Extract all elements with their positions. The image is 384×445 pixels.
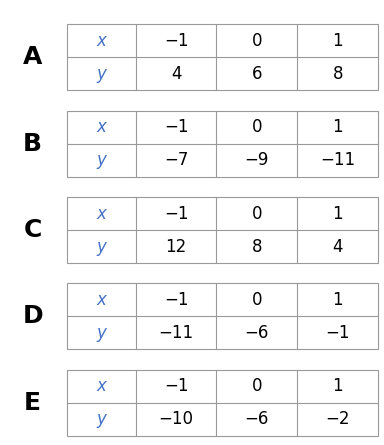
Text: y: y bbox=[96, 238, 106, 255]
Text: −9: −9 bbox=[245, 151, 269, 169]
Text: 0: 0 bbox=[252, 377, 262, 395]
Text: 4: 4 bbox=[171, 65, 181, 83]
Text: −6: −6 bbox=[245, 324, 269, 342]
Text: 0: 0 bbox=[252, 291, 262, 309]
Text: 1: 1 bbox=[333, 205, 343, 222]
Text: x: x bbox=[96, 377, 106, 395]
Bar bbox=[67, 197, 378, 263]
Text: −1: −1 bbox=[164, 377, 188, 395]
Text: −10: −10 bbox=[159, 410, 194, 428]
Text: y: y bbox=[96, 151, 106, 169]
Bar bbox=[67, 283, 378, 349]
Text: −6: −6 bbox=[245, 410, 269, 428]
Text: −2: −2 bbox=[326, 410, 350, 428]
Text: 1: 1 bbox=[333, 118, 343, 136]
Text: x: x bbox=[96, 118, 106, 136]
Text: y: y bbox=[96, 65, 106, 83]
Text: D: D bbox=[22, 304, 43, 328]
Text: 6: 6 bbox=[252, 65, 262, 83]
Text: −1: −1 bbox=[164, 32, 188, 50]
Text: y: y bbox=[96, 324, 106, 342]
Text: 1: 1 bbox=[333, 291, 343, 309]
Text: 12: 12 bbox=[166, 238, 187, 255]
Bar bbox=[67, 24, 378, 90]
Text: −1: −1 bbox=[164, 291, 188, 309]
Bar bbox=[67, 111, 378, 177]
Text: C: C bbox=[23, 218, 42, 242]
Text: 1: 1 bbox=[333, 32, 343, 50]
Text: y: y bbox=[96, 410, 106, 428]
Text: 4: 4 bbox=[333, 238, 343, 255]
Bar bbox=[67, 370, 378, 436]
Text: 0: 0 bbox=[252, 32, 262, 50]
Text: 8: 8 bbox=[252, 238, 262, 255]
Text: 8: 8 bbox=[333, 65, 343, 83]
Text: A: A bbox=[23, 45, 42, 69]
Text: −1: −1 bbox=[164, 205, 188, 222]
Text: −1: −1 bbox=[326, 324, 350, 342]
Text: x: x bbox=[96, 32, 106, 50]
Text: E: E bbox=[24, 391, 41, 415]
Text: −1: −1 bbox=[164, 118, 188, 136]
Text: B: B bbox=[23, 132, 42, 156]
Text: −7: −7 bbox=[164, 151, 188, 169]
Text: 0: 0 bbox=[252, 118, 262, 136]
Text: 0: 0 bbox=[252, 205, 262, 222]
Text: −11: −11 bbox=[159, 324, 194, 342]
Text: x: x bbox=[96, 205, 106, 222]
Text: −11: −11 bbox=[320, 151, 355, 169]
Text: x: x bbox=[96, 291, 106, 309]
Text: 1: 1 bbox=[333, 377, 343, 395]
